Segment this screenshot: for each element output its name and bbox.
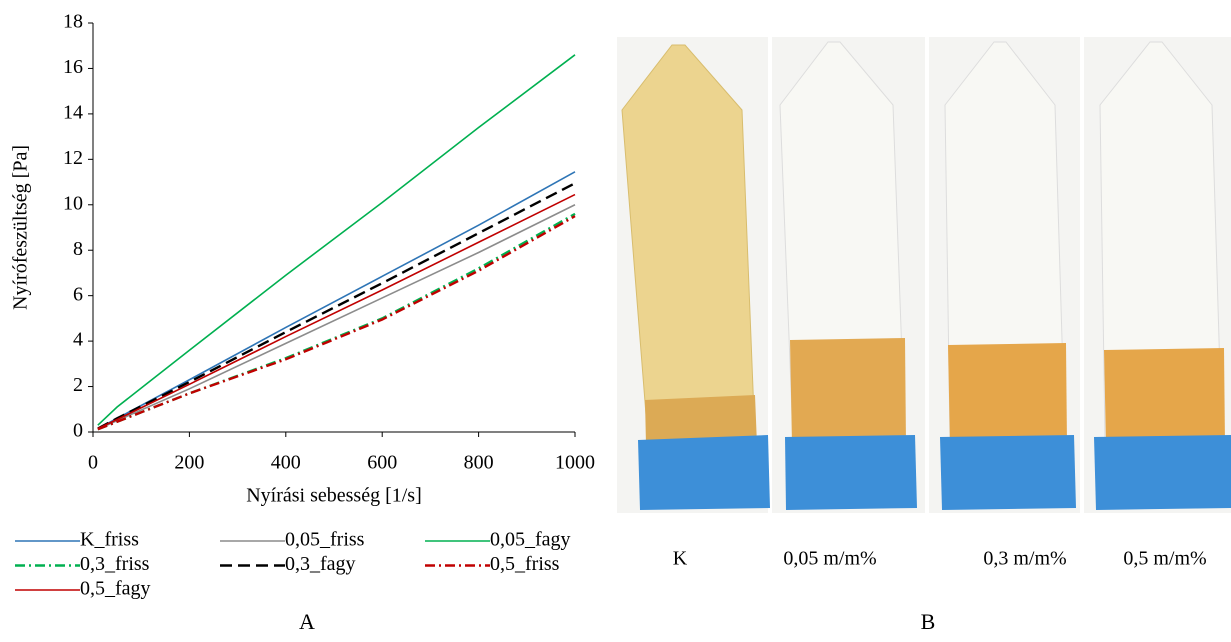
series-line bbox=[97, 215, 576, 431]
x-tick-label: 1000 bbox=[555, 452, 595, 474]
series-line bbox=[97, 182, 576, 430]
legend-label: 0,5_fagy bbox=[80, 578, 151, 600]
y-tick-label: 18 bbox=[63, 11, 83, 33]
x-axis-label: Nyírási sebesség [1/s] bbox=[246, 485, 422, 507]
photo-label: K bbox=[673, 548, 688, 570]
series-line bbox=[97, 193, 576, 430]
x-tick-label: 0 bbox=[88, 452, 98, 474]
x-tick-label: 400 bbox=[271, 452, 301, 474]
series-line bbox=[97, 204, 576, 431]
legend-label: 0,5_friss bbox=[490, 553, 560, 575]
legend-label: K_friss bbox=[80, 529, 139, 551]
y-tick-label: 10 bbox=[63, 192, 83, 214]
photo-label: 0,3 m/m% bbox=[983, 548, 1066, 570]
legend-label: 0,3_fagy bbox=[285, 553, 356, 575]
y-tick-label: 0 bbox=[73, 420, 83, 442]
legend-label: 0,05_friss bbox=[285, 529, 365, 551]
photo-label: 0,5 m/m% bbox=[1123, 548, 1206, 570]
x-tick-label: 800 bbox=[464, 452, 494, 474]
tube-k bbox=[621, 44, 770, 510]
tube-05 bbox=[1094, 41, 1231, 510]
y-tick-label: 4 bbox=[73, 329, 83, 351]
series-line bbox=[97, 171, 576, 430]
panel-label: A bbox=[299, 609, 315, 634]
legend-label: 0,3_friss bbox=[80, 553, 150, 575]
y-axis-label: Nyírófeszültség [Pa] bbox=[10, 145, 32, 310]
legend-label: 0,05_fagy bbox=[490, 529, 571, 551]
x-tick-label: 200 bbox=[174, 452, 204, 474]
tube-005 bbox=[779, 41, 917, 510]
y-tick-label: 14 bbox=[63, 101, 83, 123]
y-tick-label: 6 bbox=[73, 283, 83, 305]
y-tick-label: 8 bbox=[73, 238, 83, 260]
photo-label: 0,05 m/m% bbox=[783, 548, 876, 570]
y-tick-label: 2 bbox=[73, 374, 83, 396]
photo bbox=[617, 37, 1231, 513]
y-tick-label: 12 bbox=[63, 147, 83, 169]
x-tick-label: 600 bbox=[367, 452, 397, 474]
tube-03 bbox=[940, 41, 1076, 510]
series-line bbox=[97, 54, 576, 426]
y-tick-label: 16 bbox=[63, 56, 83, 78]
panel-label: B bbox=[921, 609, 936, 634]
